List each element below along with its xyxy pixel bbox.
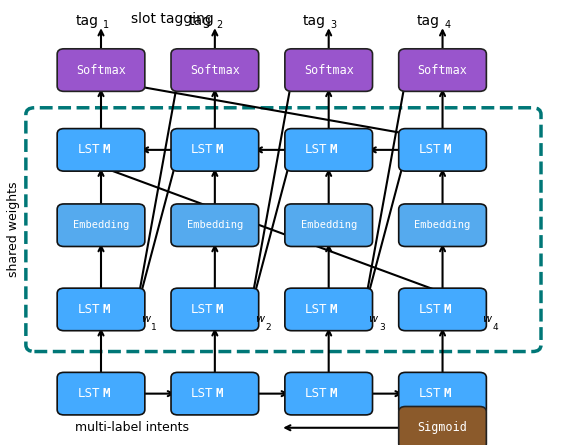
Text: tag: tag <box>303 14 326 28</box>
Text: Softmax: Softmax <box>190 64 240 77</box>
FancyBboxPatch shape <box>57 128 145 171</box>
FancyBboxPatch shape <box>57 372 145 415</box>
Text: M: M <box>330 303 337 316</box>
FancyBboxPatch shape <box>171 204 259 247</box>
Text: M: M <box>216 387 224 400</box>
Text: LST: LST <box>305 143 328 157</box>
FancyBboxPatch shape <box>285 372 372 415</box>
FancyBboxPatch shape <box>57 49 145 91</box>
Text: 3: 3 <box>379 323 384 332</box>
Text: w: w <box>141 314 150 324</box>
FancyBboxPatch shape <box>171 128 259 171</box>
Text: 4: 4 <box>492 323 498 332</box>
Text: shared weights: shared weights <box>7 182 21 277</box>
Text: 2: 2 <box>217 21 223 30</box>
Text: Embedding: Embedding <box>300 220 357 230</box>
Text: M: M <box>216 143 224 157</box>
FancyBboxPatch shape <box>399 288 486 330</box>
Text: LST: LST <box>305 387 328 400</box>
Text: LST: LST <box>191 143 214 157</box>
Text: LST: LST <box>419 303 442 316</box>
Text: LST: LST <box>77 143 100 157</box>
FancyBboxPatch shape <box>399 372 486 415</box>
Text: w: w <box>368 314 378 324</box>
FancyBboxPatch shape <box>171 372 259 415</box>
Text: M: M <box>102 143 110 157</box>
FancyBboxPatch shape <box>285 128 372 171</box>
Text: slot tagging: slot tagging <box>131 12 213 26</box>
Text: LST: LST <box>419 387 442 400</box>
Text: LST: LST <box>77 387 100 400</box>
FancyBboxPatch shape <box>285 204 372 247</box>
Text: 2: 2 <box>265 323 271 332</box>
Text: M: M <box>102 303 110 316</box>
Text: tag: tag <box>75 14 98 28</box>
FancyBboxPatch shape <box>171 49 259 91</box>
Text: Sigmoid: Sigmoid <box>418 421 467 434</box>
FancyBboxPatch shape <box>57 204 145 247</box>
Text: LST: LST <box>191 303 214 316</box>
Text: multi-label intents: multi-label intents <box>76 421 189 434</box>
Text: 1: 1 <box>151 323 157 332</box>
FancyBboxPatch shape <box>171 288 259 330</box>
Text: LST: LST <box>305 303 328 316</box>
Text: M: M <box>444 303 451 316</box>
Text: LST: LST <box>77 303 100 316</box>
Text: 4: 4 <box>444 21 450 30</box>
Text: M: M <box>330 143 337 157</box>
FancyBboxPatch shape <box>399 204 486 247</box>
Text: M: M <box>102 387 110 400</box>
Text: tag: tag <box>416 14 440 28</box>
Text: w: w <box>255 314 264 324</box>
FancyBboxPatch shape <box>399 49 486 91</box>
FancyBboxPatch shape <box>285 49 372 91</box>
Text: M: M <box>444 143 451 157</box>
Text: Softmax: Softmax <box>304 64 353 77</box>
Text: Embedding: Embedding <box>186 220 243 230</box>
Text: M: M <box>216 303 224 316</box>
Text: Embedding: Embedding <box>73 220 129 230</box>
Text: tag: tag <box>189 14 212 28</box>
Text: LST: LST <box>191 387 214 400</box>
Text: Embedding: Embedding <box>414 220 471 230</box>
FancyBboxPatch shape <box>285 288 372 330</box>
Text: Softmax: Softmax <box>76 64 126 77</box>
Text: LST: LST <box>419 143 442 157</box>
FancyBboxPatch shape <box>399 128 486 171</box>
Text: 1: 1 <box>103 21 109 30</box>
FancyBboxPatch shape <box>57 288 145 330</box>
Text: M: M <box>444 387 451 400</box>
Text: M: M <box>330 387 337 400</box>
Text: 3: 3 <box>331 21 336 30</box>
Text: Softmax: Softmax <box>418 64 467 77</box>
FancyBboxPatch shape <box>399 406 486 446</box>
Text: w: w <box>482 314 491 324</box>
